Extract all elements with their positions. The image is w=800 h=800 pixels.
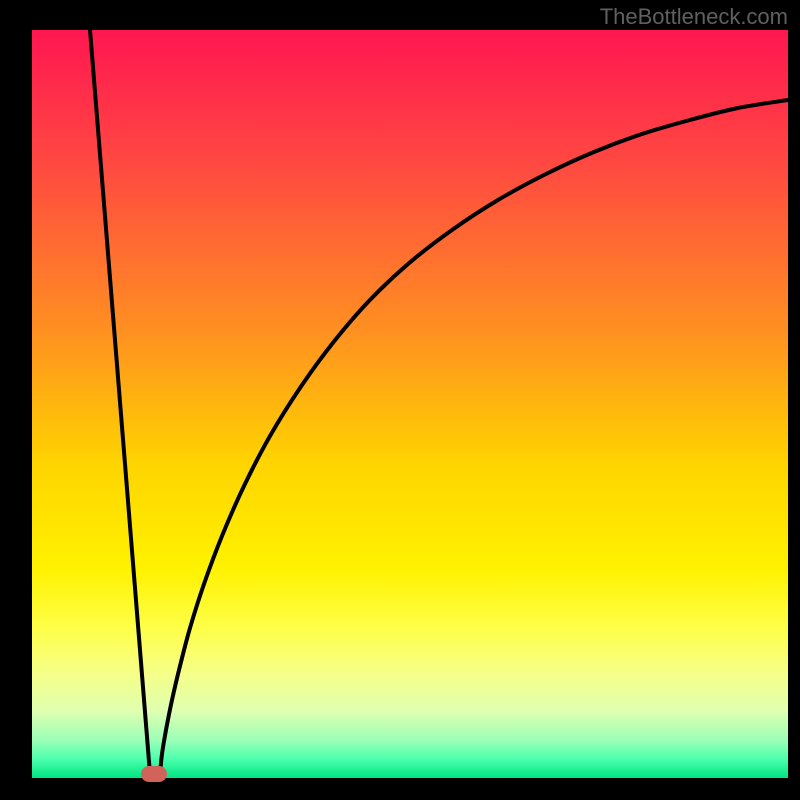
chart-container: TheBottleneck.com <box>0 0 800 800</box>
plot-area <box>32 30 788 778</box>
optimum-marker <box>141 766 167 782</box>
curve-overlay <box>32 30 788 778</box>
watermark-text: TheBottleneck.com <box>600 4 788 30</box>
